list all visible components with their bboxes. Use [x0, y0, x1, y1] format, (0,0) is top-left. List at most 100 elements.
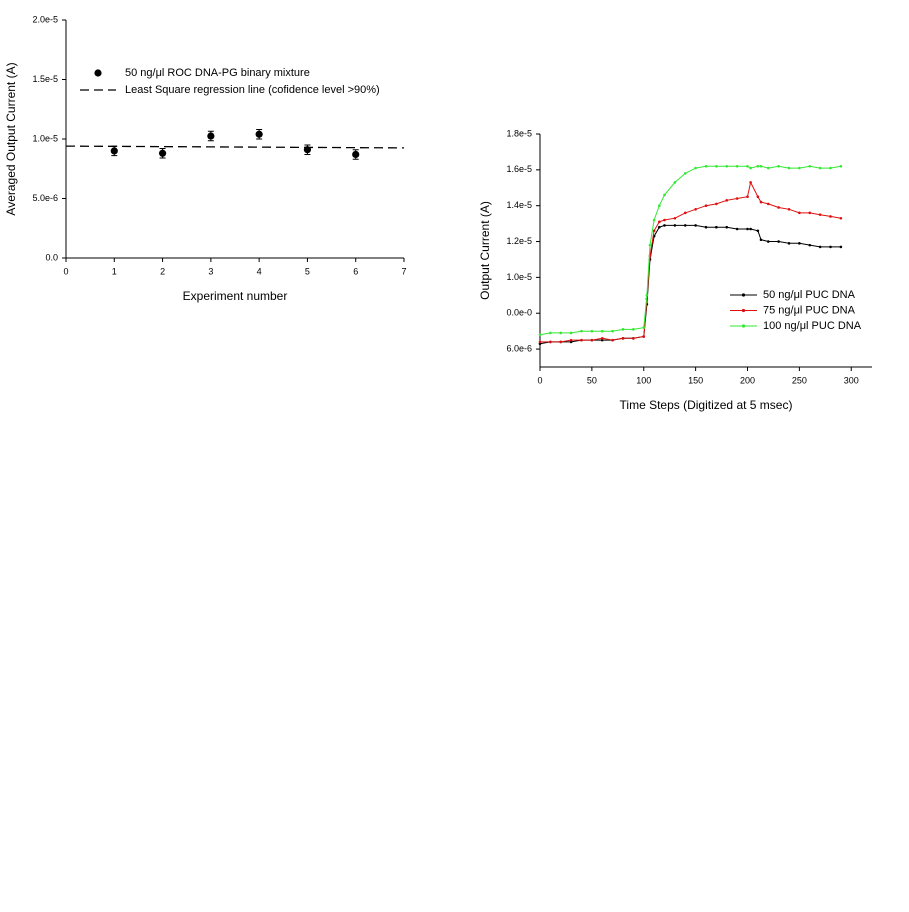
data-point	[580, 338, 583, 342]
legend-label: 50 ng/μl ROC DNA-PG binary mixture	[125, 67, 310, 79]
data-point	[538, 340, 542, 344]
data-point	[735, 227, 739, 231]
data-point	[663, 193, 666, 197]
data-point	[673, 181, 677, 184]
data-point	[749, 227, 752, 231]
data-point	[642, 335, 646, 338]
x-tick-label: 4	[257, 266, 262, 276]
data-point	[652, 218, 656, 222]
data-point	[787, 242, 791, 245]
legend-label: 100 ng/μl PUC DNA	[763, 320, 862, 332]
data-point	[746, 164, 749, 168]
data-point	[808, 211, 812, 215]
data-point	[652, 229, 656, 233]
data-point	[683, 211, 687, 215]
data-point	[735, 197, 739, 200]
y-tick-label: 2.0e-5	[32, 14, 58, 24]
legend-marker	[741, 324, 746, 328]
x-tick-label: 1	[112, 266, 117, 276]
data-point	[632, 328, 635, 331]
x-tick-label: 300	[844, 375, 859, 385]
data-point	[725, 225, 729, 229]
data-point	[829, 245, 832, 249]
data-point	[559, 340, 563, 344]
data-point	[766, 202, 770, 206]
data-point	[569, 340, 573, 344]
data-point	[658, 204, 661, 207]
data-point	[658, 225, 661, 229]
data-point	[735, 164, 739, 168]
data-point	[683, 224, 687, 227]
data-point	[777, 164, 780, 168]
data-point	[759, 200, 763, 204]
data-point	[694, 207, 697, 211]
data-point	[621, 328, 625, 331]
data-point	[352, 150, 360, 159]
data-point	[110, 147, 118, 155]
data-point	[158, 149, 167, 157]
x-tick-label: 0	[63, 266, 68, 276]
data-point	[658, 220, 661, 224]
y-axis-label: Averaged Output Current (A)	[4, 62, 18, 215]
data-point	[673, 224, 677, 227]
data-point	[611, 329, 614, 333]
x-tick-label: 2	[160, 266, 165, 276]
data-point	[600, 337, 604, 340]
data-point	[759, 238, 763, 242]
x-tick-label: 200	[740, 375, 755, 385]
data-point	[808, 243, 812, 247]
x-tick-label: 6	[353, 266, 358, 276]
data-point	[549, 331, 552, 335]
data-point	[704, 204, 708, 207]
x-tick-label: 0	[537, 375, 542, 385]
y-tick-label: 1.0e-5	[506, 272, 532, 282]
data-point	[818, 213, 822, 216]
y-tick-label: 1.2e-5	[506, 236, 532, 246]
data-point	[818, 166, 822, 170]
data-point	[207, 132, 215, 140]
legend-marker	[741, 293, 746, 297]
data-point	[569, 338, 573, 342]
data-point	[683, 172, 687, 175]
y-tick-label: 1.6e-5	[506, 164, 532, 174]
data-point	[829, 166, 832, 170]
y-tick-label: 1.5e-5	[32, 74, 58, 84]
x-tick-label: 50	[587, 375, 597, 385]
y-tick-label: 5.0e-6	[32, 193, 58, 203]
legend-marker	[741, 308, 746, 313]
data-point	[839, 216, 843, 220]
y-axis-label: Output Current (A)	[478, 201, 492, 300]
y-tick-label: 0.0e-0	[506, 308, 532, 318]
y-tick-label: 0.0	[45, 252, 58, 262]
data-point	[663, 218, 666, 222]
data-point	[663, 224, 666, 227]
data-point	[746, 227, 749, 231]
y-tick-label: 1.4e-5	[506, 200, 532, 210]
legend-label: 50 ng/μl PUC DNA	[763, 289, 856, 301]
data-point	[621, 337, 625, 340]
data-point	[725, 199, 729, 202]
x-tick-label: 5	[305, 266, 310, 276]
legend-marker	[94, 69, 102, 77]
y-tick-label: 6.0e-6	[506, 343, 532, 353]
data-line	[540, 180, 841, 343]
data-point	[798, 242, 801, 245]
x-axis-label: Time Steps (Digitized at 5 msec)	[620, 398, 793, 412]
data-point	[600, 329, 604, 333]
data-point	[694, 224, 697, 227]
data-point	[590, 329, 594, 333]
data-point	[839, 245, 843, 249]
data-point	[749, 181, 752, 184]
data-point	[255, 130, 263, 138]
data-point	[673, 216, 677, 220]
x-tick-label: 100	[636, 375, 651, 385]
x-tick-label: 150	[688, 375, 703, 385]
data-point	[590, 338, 594, 342]
data-point	[538, 342, 542, 346]
data-point	[798, 166, 801, 170]
data-point	[787, 166, 791, 170]
data-point	[648, 243, 652, 247]
data-point	[569, 331, 573, 335]
data-point	[787, 207, 791, 211]
data-point	[808, 164, 812, 168]
